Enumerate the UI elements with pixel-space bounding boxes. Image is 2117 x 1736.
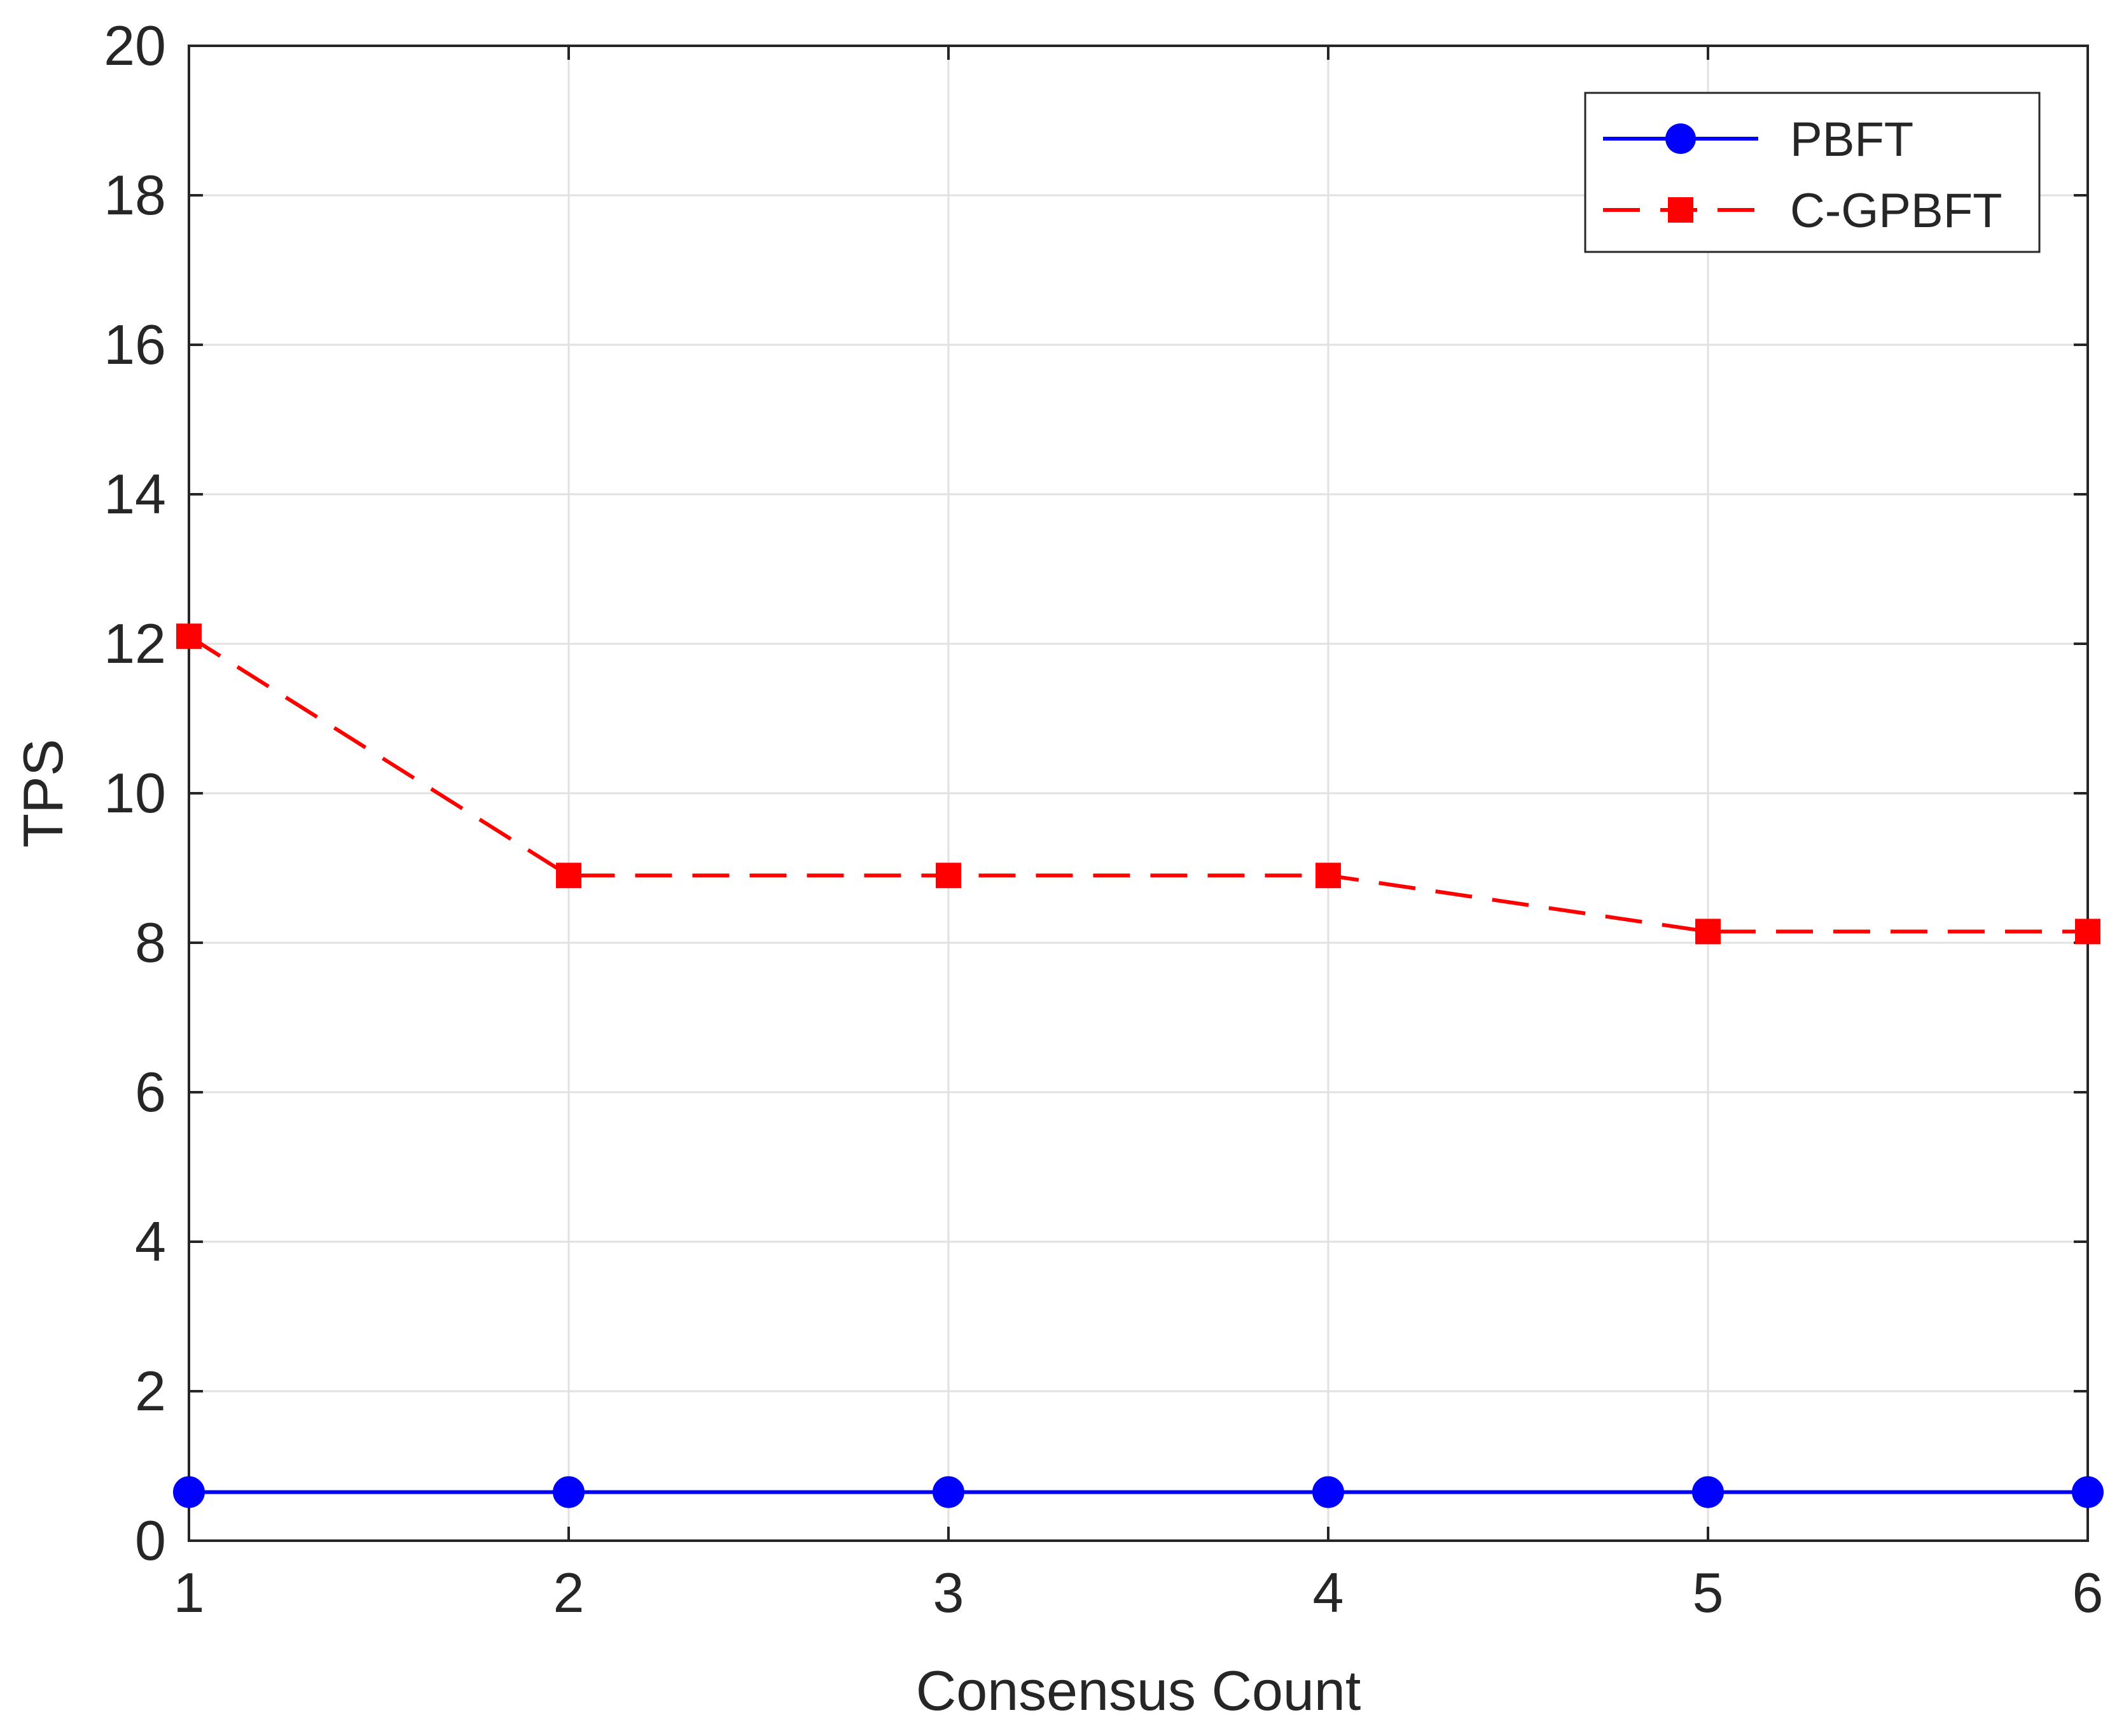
y-tick-label: 10 — [104, 761, 166, 824]
data-point — [553, 1476, 585, 1508]
y-tick-label: 0 — [135, 1509, 166, 1572]
y-axis-title: TPS — [11, 739, 74, 847]
legend-box — [1584, 92, 2041, 253]
x-tick-label: 4 — [1313, 1561, 1344, 1624]
x-tick-label: 3 — [933, 1561, 964, 1624]
data-point — [1695, 919, 1721, 945]
y-tick-label: 20 — [104, 14, 166, 77]
y-tick-label: 4 — [135, 1210, 166, 1273]
y-tick-label: 12 — [104, 612, 166, 675]
y-tick-label: 16 — [104, 313, 166, 376]
legend-label: C-GPBFT — [1790, 184, 2002, 238]
legend-label: PBFT — [1790, 113, 1913, 167]
data-point — [1692, 1476, 1724, 1508]
legend-marker — [1665, 123, 1696, 154]
series-line — [188, 634, 2088, 934]
data-point — [556, 863, 581, 889]
data-point — [2072, 1476, 2104, 1508]
legend-items: PBFT C-GPBFT — [1603, 113, 2002, 238]
legend-item-pbft: PBFT — [1603, 113, 1913, 167]
y-tick-label: 2 — [135, 1359, 166, 1422]
x-tick-label: 6 — [2072, 1561, 2104, 1624]
data-point — [1315, 863, 1341, 889]
series-c-gpbft — [176, 623, 2100, 945]
x-tick-label: 2 — [553, 1561, 585, 1624]
x-axis-title: Consensus Count — [916, 1659, 1361, 1722]
data-point — [1312, 1476, 1344, 1508]
data-point — [936, 863, 961, 889]
y-tick-label: 18 — [104, 163, 166, 226]
y-tick-label: 8 — [135, 911, 166, 974]
data-point — [173, 1476, 205, 1508]
data-point — [176, 623, 202, 649]
legend: PBFT C-GPBFT — [1584, 92, 2041, 253]
x-tick-label: 1 — [174, 1561, 205, 1624]
data-point — [933, 1476, 964, 1508]
legend-marker — [1668, 197, 1693, 223]
y-tick-label: 6 — [135, 1060, 166, 1123]
series — [173, 623, 2104, 1508]
legend-item-c-gpbft: C-GPBFT — [1603, 184, 2002, 238]
data-point — [2075, 919, 2100, 945]
y-tick-label: 14 — [104, 462, 166, 525]
x-tick-label: 5 — [1693, 1561, 1724, 1624]
series-pbft — [173, 1476, 2104, 1508]
